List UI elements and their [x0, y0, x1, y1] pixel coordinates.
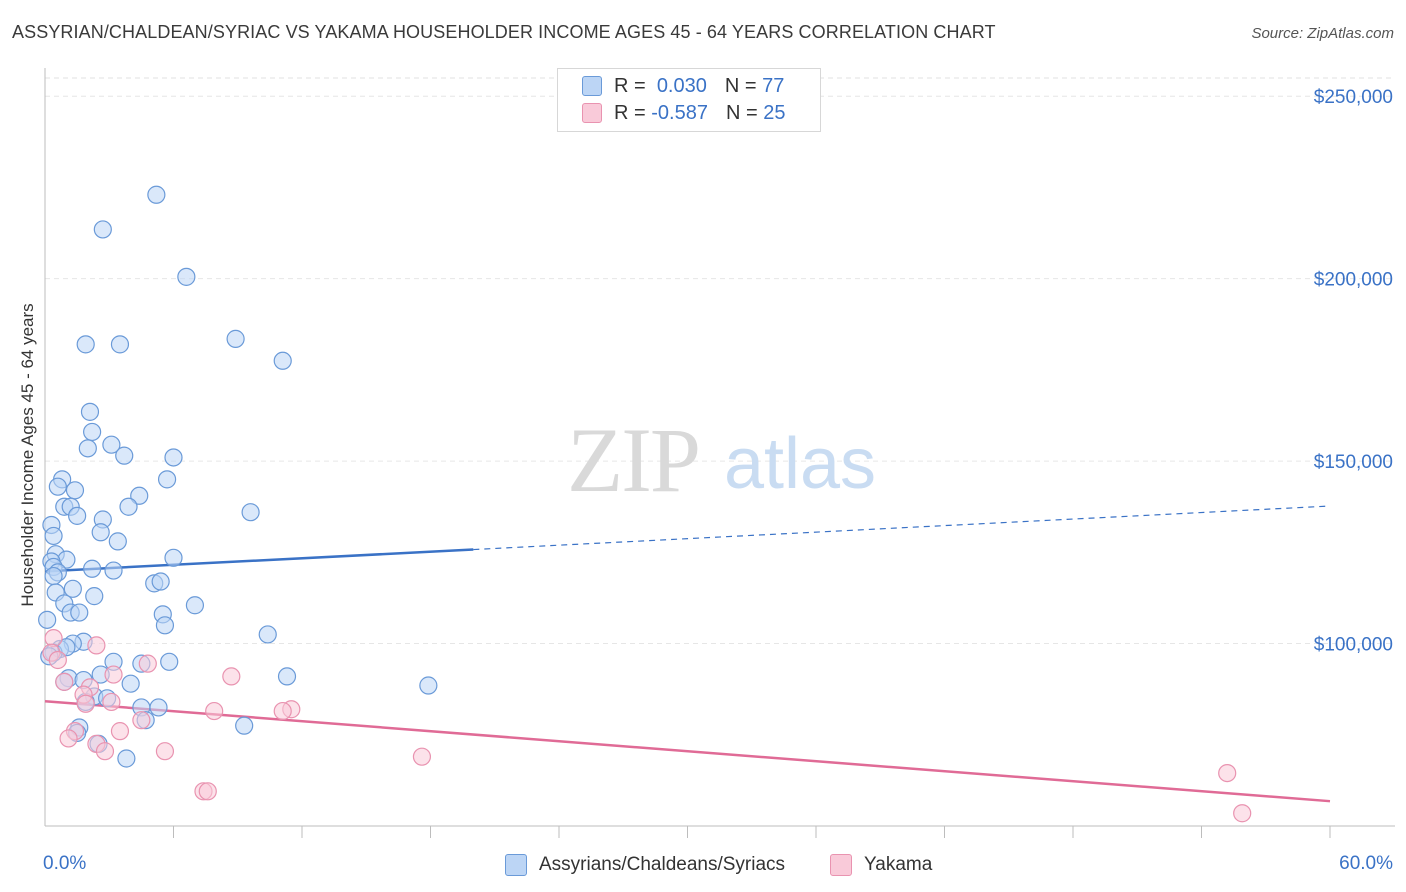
assyrian-point: [83, 422, 102, 442]
assyrian-point: [76, 335, 95, 354]
grid-lines: [45, 77, 1395, 645]
assyrian-point: [48, 477, 67, 496]
assyrian-point: [177, 267, 196, 286]
legend-r-label: R =: [614, 101, 646, 124]
x-tick-label: 60.0%: [1339, 853, 1393, 874]
assyrian-point: [44, 526, 63, 546]
bottom-legend-label: Yakama: [864, 854, 933, 875]
assyrian-point: [185, 596, 205, 615]
assyrian-point: [70, 603, 89, 622]
yakama-point: [273, 701, 292, 721]
legend-swatch-pink: [582, 103, 602, 123]
assyrian-point: [241, 503, 260, 522]
yakama-point: [205, 701, 224, 721]
assyrian-point: [160, 652, 179, 671]
legend-swatch-blue: [582, 76, 602, 96]
assyrian-point: [164, 548, 183, 567]
y-tick-label: $250,000: [1314, 87, 1393, 108]
x-tick-label: 0.0%: [43, 853, 86, 874]
assyrian-point: [226, 329, 245, 348]
y-tick-label: $200,000: [1314, 270, 1393, 291]
bottom-legend-swatch-blue: [505, 854, 527, 876]
chart-title: ASSYRIAN/CHALDEAN/SYRIAC VS YAKAMA HOUSE…: [12, 22, 996, 42]
yakama-point: [76, 694, 95, 713]
legend-n-label: N =: [725, 101, 758, 124]
assyrian-point: [104, 561, 123, 580]
yakama-point: [87, 636, 106, 655]
assyrian-point: [149, 698, 168, 717]
source-label: Source: ZipAtlas.com: [1251, 25, 1394, 42]
yakama-point: [198, 782, 217, 801]
bottom-legend-yakama: Yakama: [830, 853, 932, 877]
assyrian-point: [102, 435, 121, 454]
assyrian-point: [38, 610, 57, 629]
assyrian-point: [258, 625, 277, 644]
assyrian-point: [85, 587, 104, 606]
assyrian-point: [235, 716, 254, 735]
yakama-point: [55, 672, 74, 691]
assyrian-point: [164, 448, 183, 467]
y-tick-label: $150,000: [1314, 452, 1393, 473]
data-points: [38, 185, 1252, 823]
assyrian-point: [277, 667, 297, 686]
legend-r-value: 0.030: [656, 74, 707, 97]
bottom-legend-assyrian: Assyrians/Chaldeans/Syriacs: [505, 853, 785, 877]
yakama-point: [59, 729, 78, 748]
yakama-point: [138, 654, 157, 673]
tick-labels: $100,000 $150,000 $200,000 $250,000 0.0% 60.0…: [43, 87, 1393, 874]
assyrian-point: [157, 470, 177, 489]
bottom-legend-label: Assyrians/Chaldeans/Syriacs: [539, 854, 786, 875]
legend-r-label: R =: [614, 74, 646, 97]
assyrian-point: [68, 506, 87, 525]
stats-legend: R = 0.030 N = 77 R = -0.587 N = 25: [557, 68, 821, 132]
assyrian-point: [91, 523, 110, 542]
y-tick-label: $100,000: [1314, 635, 1393, 656]
yakama-point: [222, 667, 241, 686]
assyrian-point: [93, 220, 112, 239]
yakama-point: [155, 742, 175, 761]
bottom-legend-swatch-pink: [830, 854, 852, 876]
yakama-point: [132, 711, 151, 730]
assyrian-point: [63, 579, 82, 598]
watermark-atlas: atlas: [724, 424, 876, 504]
yakama-point: [1218, 763, 1237, 783]
assyrian-point: [44, 566, 63, 586]
legend-n-label: N =: [724, 74, 757, 97]
yakama-point: [102, 692, 121, 712]
yakama-point: [412, 747, 432, 766]
assyrian-point: [419, 676, 438, 695]
assyrian-trend-dashed: [473, 505, 1331, 551]
assyrian-point: [83, 559, 102, 578]
assyrian-point: [151, 572, 170, 591]
legend-row-assyrian: R = 0.030 N = 77: [582, 74, 784, 98]
yakama-point: [48, 650, 67, 670]
assyrian-point: [147, 185, 166, 204]
yakama-point: [1233, 804, 1252, 823]
assyrian-point: [117, 749, 136, 768]
assyrian-point: [78, 439, 97, 458]
axes: [44, 68, 1395, 838]
legend-n-value: 77: [762, 74, 785, 97]
assyrian-point: [65, 481, 85, 500]
assyrian-point: [273, 351, 292, 370]
legend-r-value: -0.587: [651, 101, 708, 124]
yakama-point: [110, 722, 130, 741]
assyrian-point: [110, 335, 130, 354]
trend-lines: [44, 505, 1331, 803]
yakama-point: [104, 665, 123, 684]
legend-n-value: 25: [763, 101, 786, 124]
y-axis-label: Householder Income Ages 45 - 64 years: [18, 303, 37, 606]
assyrian-point: [130, 486, 149, 505]
assyrian-point: [115, 446, 134, 465]
assyrian-point: [108, 532, 127, 551]
assyrian-point: [121, 674, 140, 693]
assyrian-point: [80, 402, 100, 421]
watermark-zip: ZIP: [567, 409, 699, 511]
assyrian-point: [155, 616, 175, 635]
yakama-point: [95, 742, 115, 761]
assyrian-point: [119, 497, 138, 516]
yakama-trend: [44, 699, 1331, 803]
legend-row-yakama: R = -0.587 N = 25: [582, 101, 785, 125]
